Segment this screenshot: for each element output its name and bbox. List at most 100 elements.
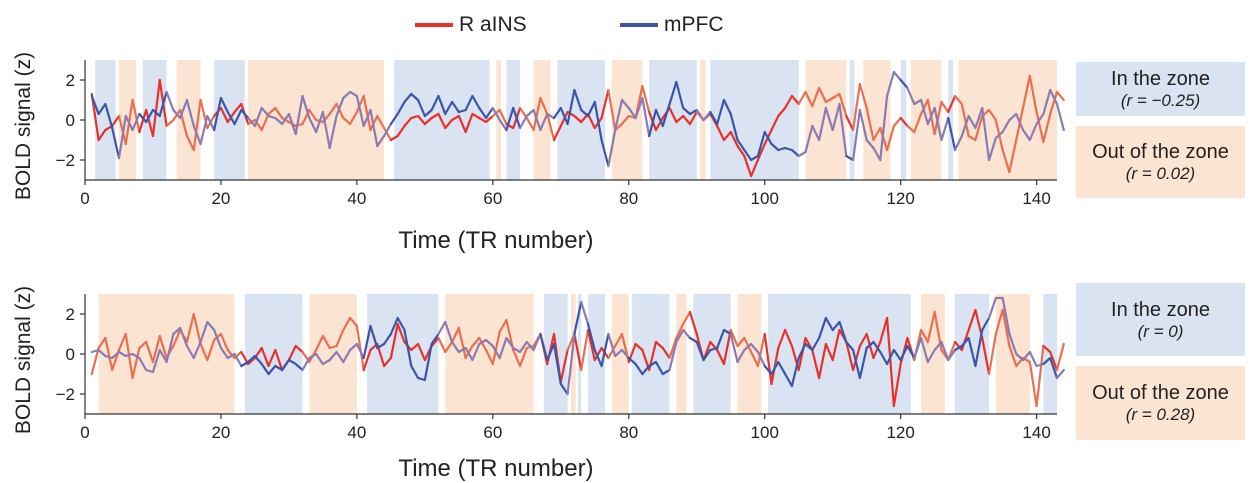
panel1-mpfc-segment <box>335 96 345 118</box>
panel1-r-ains-segment <box>430 112 440 120</box>
panel1-mpfc-segment <box>240 108 250 120</box>
panel2-mpfc-segment <box>675 328 685 344</box>
panel1-r-ains-segment <box>668 106 678 124</box>
panel1-mpfc-segment <box>879 94 889 162</box>
panel2-mpfc-segment <box>281 358 291 372</box>
panel2-mpfc-segment <box>1042 356 1052 366</box>
panel2-mpfc-segment <box>97 348 107 358</box>
panel2-mpfc-segment <box>824 316 834 332</box>
panel1-out-zone-band <box>863 60 891 180</box>
panel2-mpfc-segment <box>131 352 141 360</box>
panel2-mpfc-segment <box>179 326 189 348</box>
panel2-r-ains-segment <box>607 344 617 360</box>
panel1-mpfc-segment <box>913 98 923 106</box>
panel1-mpfc-segment <box>382 122 392 138</box>
panel1-r-ains-segment <box>165 118 175 128</box>
panel2-mpfc-segment <box>145 368 155 374</box>
panel2-mpfc-segment <box>430 332 440 346</box>
panel1-y-tick-label: 2 <box>66 71 75 90</box>
panel2-mpfc-segment <box>396 316 406 332</box>
panel1-r-ains-segment <box>654 116 664 132</box>
panel2-r-ains-segment <box>192 312 202 346</box>
panel2-mpfc-segment <box>872 340 882 354</box>
panel2-mpfc-segment <box>376 342 386 350</box>
panel1-mpfc-segment <box>552 106 562 120</box>
panel2-mpfc-segment <box>104 354 114 360</box>
panel1-r-ains-segment <box>260 112 270 132</box>
panel2-r-ains-segment <box>960 328 970 352</box>
panel1-mpfc-segment <box>668 80 678 106</box>
panel2-y-tick-label: 0 <box>66 345 75 364</box>
panel1-mpfc-segment <box>967 114 977 130</box>
panel1-x-tick-label: 60 <box>483 189 502 208</box>
panel2-r-ains-segment <box>145 340 155 364</box>
panel2-r-ains-segment <box>512 348 522 368</box>
panel2-r-ains-segment <box>654 340 664 350</box>
panel1-mpfc-segment <box>253 106 263 128</box>
panel2-mpfc-segment <box>546 342 556 362</box>
panel1-mpfc-segment <box>124 114 134 132</box>
panel1-mpfc-segment <box>138 112 148 124</box>
panel1-mpfc-segment <box>471 94 481 110</box>
panel2-r-ains-segment <box>457 326 467 360</box>
panel1-r-ains-segment <box>355 94 365 114</box>
panel1-x-tick-label: 100 <box>751 189 779 208</box>
panel1-mpfc-segment <box>111 126 121 160</box>
panel1-r-ains-segment <box>722 130 732 142</box>
panel2-mpfc-segment <box>831 320 841 332</box>
panel2-mpfc-segment <box>661 368 671 376</box>
panel1-r-ains-segment <box>947 94 957 114</box>
panel2-r-ains-segment <box>784 328 794 348</box>
panel2-r-ains-segment <box>247 356 257 366</box>
panel1-r-ains-segment <box>811 86 821 108</box>
panel1-r-ains-segment <box>1035 110 1045 144</box>
panel1-mpfc-segment <box>709 110 719 126</box>
panel1-series-mpfc <box>90 70 1065 168</box>
panel2-r-ains-segment <box>104 336 114 372</box>
panel1-r-ains-segment <box>879 126 889 152</box>
panel2-mpfc-segment <box>1021 350 1031 362</box>
panel2-mpfc-segment <box>1008 332 1018 356</box>
panel1-mpfc-segment <box>498 118 508 132</box>
panel1-r-ains-segment <box>899 116 909 128</box>
panel1-r-ains-segment <box>478 116 488 124</box>
panel1-mpfc-segment <box>532 108 542 132</box>
panel2-r-ains-segment <box>688 310 698 336</box>
panel1-x-tick-label: 0 <box>80 189 89 208</box>
panel1-mpfc-segment <box>695 108 705 122</box>
panel2-r-ains-segment <box>967 308 977 332</box>
panel1-mpfc-segment <box>430 94 440 112</box>
panel1-mpfc-segment <box>872 146 882 162</box>
panel1-mpfc-segment <box>654 108 664 128</box>
panel1-mpfc-segment <box>342 90 352 100</box>
panel2-mpfc-segment <box>654 360 664 376</box>
panel1-mpfc-segment <box>729 112 739 142</box>
panel1-mpfc-segment <box>192 124 202 146</box>
panel2-mpfc-segment <box>308 352 318 360</box>
panel1-r-ains-segment <box>416 114 426 126</box>
panel1-mpfc-segment <box>750 154 760 162</box>
panel2-mpfc-segment <box>947 348 957 362</box>
panel1-mpfc-segment <box>505 106 515 132</box>
panel2-mpfc-segment <box>967 336 977 368</box>
panel1-out-zone-box: Out of the zone (r = 0.02) <box>1076 126 1245 198</box>
panel1-mpfc-segment <box>974 106 984 130</box>
panel2-r-ains-segment <box>226 348 236 360</box>
panel1-r-ains-segment <box>546 112 556 142</box>
panel1-mpfc-segment <box>1055 102 1065 132</box>
panel1-r-ains-segment <box>845 114 855 132</box>
panel2-mpfc-segment <box>879 350 889 366</box>
panel2-r-ains-segment <box>736 336 746 348</box>
panel1-mpfc-segment <box>885 70 895 98</box>
panel1-mpfc-segment <box>376 134 386 148</box>
panel2-mpfc-segment <box>817 316 827 340</box>
panel2-r-ains-segment <box>471 336 481 348</box>
panel2-mpfc-segment <box>362 324 372 360</box>
panel2-r-ains-segment <box>1035 344 1045 408</box>
panel1-mpfc-segment <box>947 116 957 152</box>
panel2-out-zone-band <box>445 294 534 414</box>
panel1-mpfc-segment <box>437 94 447 116</box>
panel2-x-tick-label: 140 <box>1022 423 1050 442</box>
panel1-r-ains-segment <box>145 108 155 138</box>
panel1-mpfc-segment <box>804 124 814 154</box>
